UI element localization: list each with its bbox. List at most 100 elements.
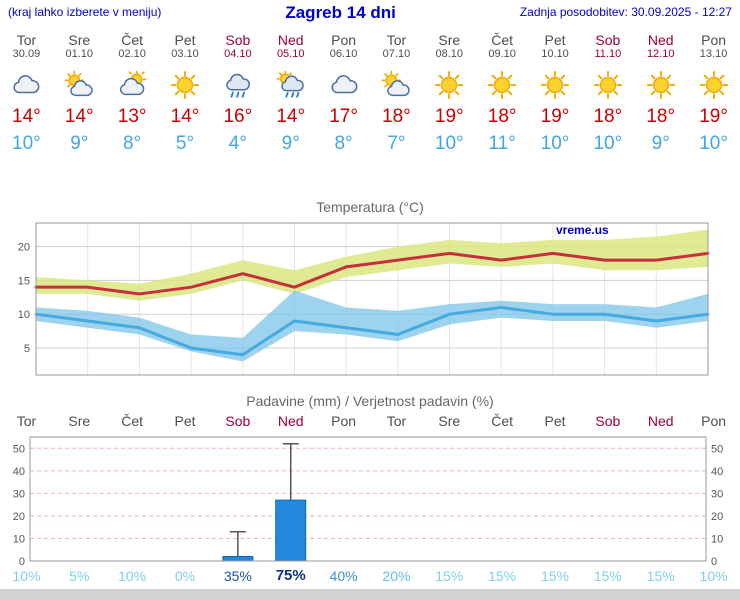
min-temperature: 11° [488, 133, 516, 154]
footer-bar [0, 589, 740, 600]
svg-text:10: 10 [18, 309, 30, 321]
temperature-chart: 5 10 15 20 [18, 222, 710, 376]
forecast-day: Sob 04.10 16° 4° [211, 32, 264, 155]
cloudy-icon [9, 70, 43, 100]
precip-probability: 5% [69, 568, 90, 584]
day-name: Ned [647, 32, 674, 48]
day-date: 12.10 [646, 48, 675, 60]
menu-hint-text: (kraj lahko izberete v meniju) [8, 5, 162, 19]
forecast-day: Sre 01.10 14° 9° [53, 32, 106, 155]
min-temperature: 10° [434, 133, 464, 154]
precipitation-section: Padavine (mm) / Verjetnost padavin (%) T… [0, 393, 740, 585]
max-temperature: 14° [276, 106, 306, 127]
svg-text:50: 50 [13, 443, 25, 455]
max-temperature: 18° [487, 106, 517, 127]
temperature-chart-title: Temperatura (°C) [316, 199, 424, 215]
forecast-day: Tor 07.10 18° 7° [370, 32, 423, 155]
svg-text:40: 40 [13, 466, 25, 478]
forecast-day: Sob 11.10 18° 10° [581, 32, 634, 155]
precip-probability: 20% [382, 568, 411, 584]
precip-day-label: Čet [121, 413, 144, 429]
forecast-day: Čet 02.10 13° 8° [106, 32, 159, 155]
precip-probability: 15% [646, 568, 675, 584]
day-date: 02.10 [118, 48, 146, 60]
day-date: 07.10 [382, 48, 411, 60]
header: (kraj lahko izberete v meniju) Zagreb 14… [0, 0, 740, 28]
forecast-day: Pet 03.10 14° 5° [159, 32, 212, 155]
precip-probability: 15% [540, 568, 569, 584]
precip-day-label: Sob [225, 413, 251, 429]
min-temperature: 4° [228, 133, 247, 154]
day-date: 03.10 [171, 48, 199, 60]
day-date: 13.10 [699, 48, 728, 60]
day-date: 04.10 [224, 48, 252, 60]
day-date: 08.10 [435, 48, 464, 60]
min-temperature: 10° [699, 133, 728, 154]
precip-probability: 15% [593, 568, 622, 584]
partly-cloudy-icon [62, 70, 96, 100]
temperature-section: Temperatura (°C) 5 10 15 20 vreme.us [0, 199, 740, 383]
forecast-day: Ned 12.10 18° 9° [634, 32, 687, 155]
forecast-day: Pon 13.10 19° 10° [687, 32, 740, 155]
precip-probability: 35% [223, 568, 252, 584]
min-temperature: 9° [281, 133, 300, 154]
day-date: 10.10 [541, 48, 569, 60]
last-update-text: Zadnja posodobitev: 30.09.2025 - 12:27 [519, 5, 732, 19]
precip-day-label: Pet [544, 413, 566, 429]
page-title: Zagreb 14 dni [285, 3, 396, 22]
min-temperature: 5° [175, 133, 195, 154]
precip-probability-labels: 10% 5% 10% 0% 35% 75% 40% 20% 15% 15% 15% 15% 15% 10% [0, 568, 740, 585]
min-temperature: 8° [334, 133, 353, 154]
svg-text:20: 20 [711, 511, 723, 523]
day-date: 05.10 [276, 48, 305, 60]
max-temperature: 16° [223, 106, 253, 127]
precipitation-chart: 0 0 10 10 20 20 30 30 40 40 50 50 [13, 436, 723, 567]
max-temperature: 18° [593, 106, 623, 127]
precip-probability: 10% [12, 568, 41, 584]
day-date: 01.10 [65, 48, 94, 60]
svg-text:20: 20 [13, 511, 25, 523]
precip-day-label: Ned [277, 413, 304, 429]
sunny-icon [432, 70, 466, 100]
precip-day-label: Sre [68, 413, 91, 429]
svg-text:10: 10 [13, 533, 25, 545]
cloudy-icon [327, 70, 361, 100]
partly-cloudy-icon [379, 70, 413, 100]
precip-day-label: Pet [174, 413, 196, 429]
forecast-day: Ned 05.10 14° 9° [264, 32, 317, 155]
min-temperature: 8° [123, 133, 142, 154]
sunny-icon [538, 70, 572, 100]
max-temperature: 17° [329, 106, 358, 127]
precip-day-labels: Tor Sre Čet Pet Sob Ned Pon Tor Sre Čet Pet Sob Ned P… [0, 413, 740, 431]
svg-text:50: 50 [711, 443, 723, 455]
max-temperature: 18° [646, 106, 676, 127]
svg-text:0: 0 [19, 556, 25, 567]
precip-probability: 75% [275, 567, 306, 584]
precip-probability: 15% [435, 568, 464, 584]
day-name: Ned [277, 32, 304, 48]
max-temperature: 13° [117, 106, 147, 127]
day-name: Sob [225, 32, 251, 48]
precip-day-label: Ned [647, 413, 674, 429]
svg-text:30: 30 [13, 488, 25, 500]
day-name: Pet [174, 32, 196, 48]
forecast-day: Tor 30.09 14° 10° [0, 32, 53, 155]
sunny-icon [168, 70, 202, 100]
max-temperature: 14° [170, 106, 200, 127]
max-temperature: 19° [434, 106, 464, 127]
precip-day-label: Sre [438, 413, 461, 429]
sunny-icon [591, 70, 625, 100]
forecast-strip: Tor 30.09 14° 10° Sre 01.10 14° 9° Čet 0… [0, 32, 740, 155]
day-name: Pon [331, 32, 357, 48]
precip-day-label: Sob [595, 413, 621, 429]
rain-icon [221, 70, 255, 100]
precip-probability: 10% [699, 568, 728, 584]
day-date: 06.10 [329, 48, 358, 60]
precip-day-label: Pon [331, 413, 357, 429]
svg-text:20: 20 [18, 242, 30, 254]
svg-text:5: 5 [24, 343, 30, 355]
svg-text:15: 15 [18, 275, 30, 287]
max-temperature: 19° [540, 106, 570, 127]
day-name: Sob [595, 32, 621, 48]
day-name: Sre [438, 32, 461, 48]
